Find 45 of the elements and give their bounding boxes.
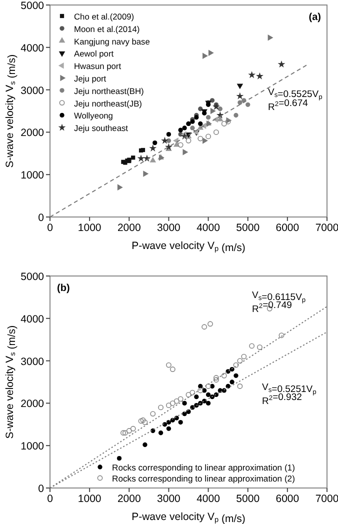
y-tick-label: 4000 <box>20 42 44 54</box>
legend-label: Rocks corresponding to linear approximation (2) <box>112 474 296 484</box>
y-tick-label: 2000 <box>20 398 44 410</box>
x-tick-label: 1000 <box>78 493 102 505</box>
y-tick-label: 1000 <box>20 440 44 453</box>
x-tick-label: 0 <box>47 493 54 505</box>
y-tick-label: 3000 <box>20 84 44 97</box>
legend-label: Jeju southeast <box>74 123 129 134</box>
y-tick-label: 0 <box>38 212 44 224</box>
legend-label: Aewol port <box>74 48 114 59</box>
x-tick-label: 6000 <box>276 493 300 505</box>
x-tick-label: 1000 <box>78 222 102 234</box>
x-tick-label: 5000 <box>236 222 260 234</box>
y-tick-label: 4000 <box>20 313 44 326</box>
annotation: R$^{2}$=0.674 <box>268 98 308 113</box>
x-tick-label: 4000 <box>196 493 220 505</box>
x-tick-label: 6000 <box>276 222 300 234</box>
y-tick-label: 5000 <box>20 271 44 283</box>
legend-label: Jeju port <box>74 74 107 84</box>
legend-label: Cho et al.(2009) <box>74 12 134 22</box>
legend-label: Rocks corresponding to linear approximation (1) <box>112 462 296 472</box>
y-tick-label: 2000 <box>20 127 44 140</box>
legend-label: Moon et al.(2014) <box>74 24 140 34</box>
x-tick-label: 5000 <box>236 493 260 505</box>
x-tick-label: 3000 <box>157 493 181 505</box>
x-tick-label: 7000 <box>315 493 338 505</box>
y-tick-label: 1000 <box>20 170 44 182</box>
x-tick-label: 2000 <box>117 493 141 505</box>
y-tick-label: 5000 <box>20 0 44 12</box>
legend-label: Wollyeong <box>74 110 114 121</box>
x-axis-title: P-wave velocity V$_{p}$ (m/s) <box>132 511 246 524</box>
y-tick-label: 3000 <box>20 356 44 368</box>
legend-label: Jeju northeast(BH) <box>74 86 144 96</box>
legend-label: Jeju northeast(JB) <box>74 98 142 108</box>
legend-label: Kangjung navy base <box>74 36 150 46</box>
annotation: (a) <box>308 12 321 23</box>
x-tick-label: 7000 <box>315 222 338 234</box>
x-tick-label: 4000 <box>196 222 220 234</box>
legend-label: Hwasun port <box>74 61 122 72</box>
x-tick-label: 2000 <box>117 222 141 234</box>
annotation: (b) <box>57 283 70 294</box>
x-tick-label: 3000 <box>157 222 181 234</box>
x-tick-label: 0 <box>47 222 54 234</box>
x-axis-title: P-wave velocity V$_{p}$ (m/s) <box>132 240 246 254</box>
y-tick-label: 0 <box>38 483 44 495</box>
